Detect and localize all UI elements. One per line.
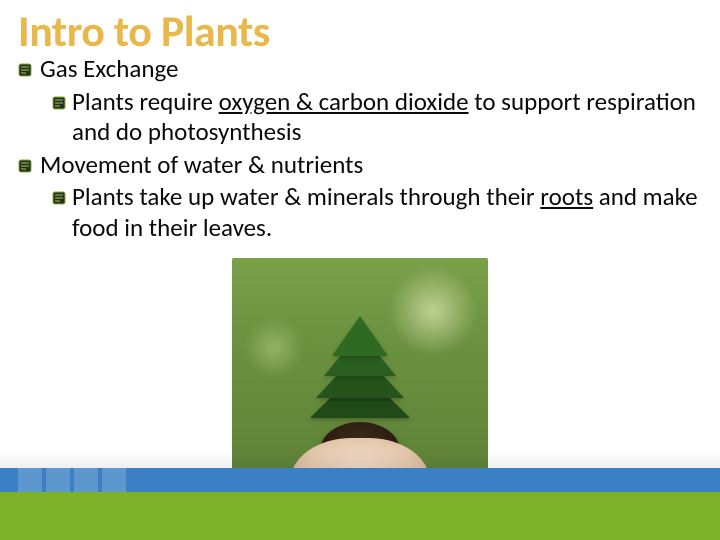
underlined-text: roots <box>540 181 593 212</box>
list-item: Plants take up water & minerals through … <box>18 182 702 243</box>
bullet-icon <box>52 191 66 205</box>
footer-block <box>74 468 98 492</box>
sapling-tier <box>332 316 388 356</box>
bullet-text: Plants require oxygen & carbon dioxide t… <box>72 86 696 148</box>
list-item: Gas Exchange <box>18 54 702 85</box>
footer-block <box>18 468 42 492</box>
list-item: Plants require oxygen & carbon dioxide t… <box>18 87 702 148</box>
bullet-icon <box>18 159 32 173</box>
footer-block <box>46 468 70 492</box>
footer-band <box>0 492 720 540</box>
bokeh-highlight <box>244 318 304 378</box>
underlined-text: oxygen & carbon dioxide <box>219 86 469 117</box>
bullet-list: Gas Exchange Plants require oxygen & car… <box>18 54 702 243</box>
footer-block <box>102 468 126 492</box>
bullet-icon <box>18 63 32 77</box>
slide-content: Gas Exchange Plants require oxygen & car… <box>18 54 702 245</box>
bullet-text: Gas Exchange <box>40 53 178 84</box>
footer-shadow <box>0 450 720 468</box>
footer-blocks <box>18 468 126 492</box>
bullet-text: Movement of water & nutrients <box>40 149 363 180</box>
slide: Intro to Plants Gas Exchange Plants requ… <box>0 0 720 540</box>
bullet-icon <box>52 96 66 110</box>
slide-title: Intro to Plants <box>18 4 270 58</box>
list-item: Movement of water & nutrients <box>18 150 702 181</box>
bullet-text: Plants take up water & minerals through … <box>72 181 698 243</box>
